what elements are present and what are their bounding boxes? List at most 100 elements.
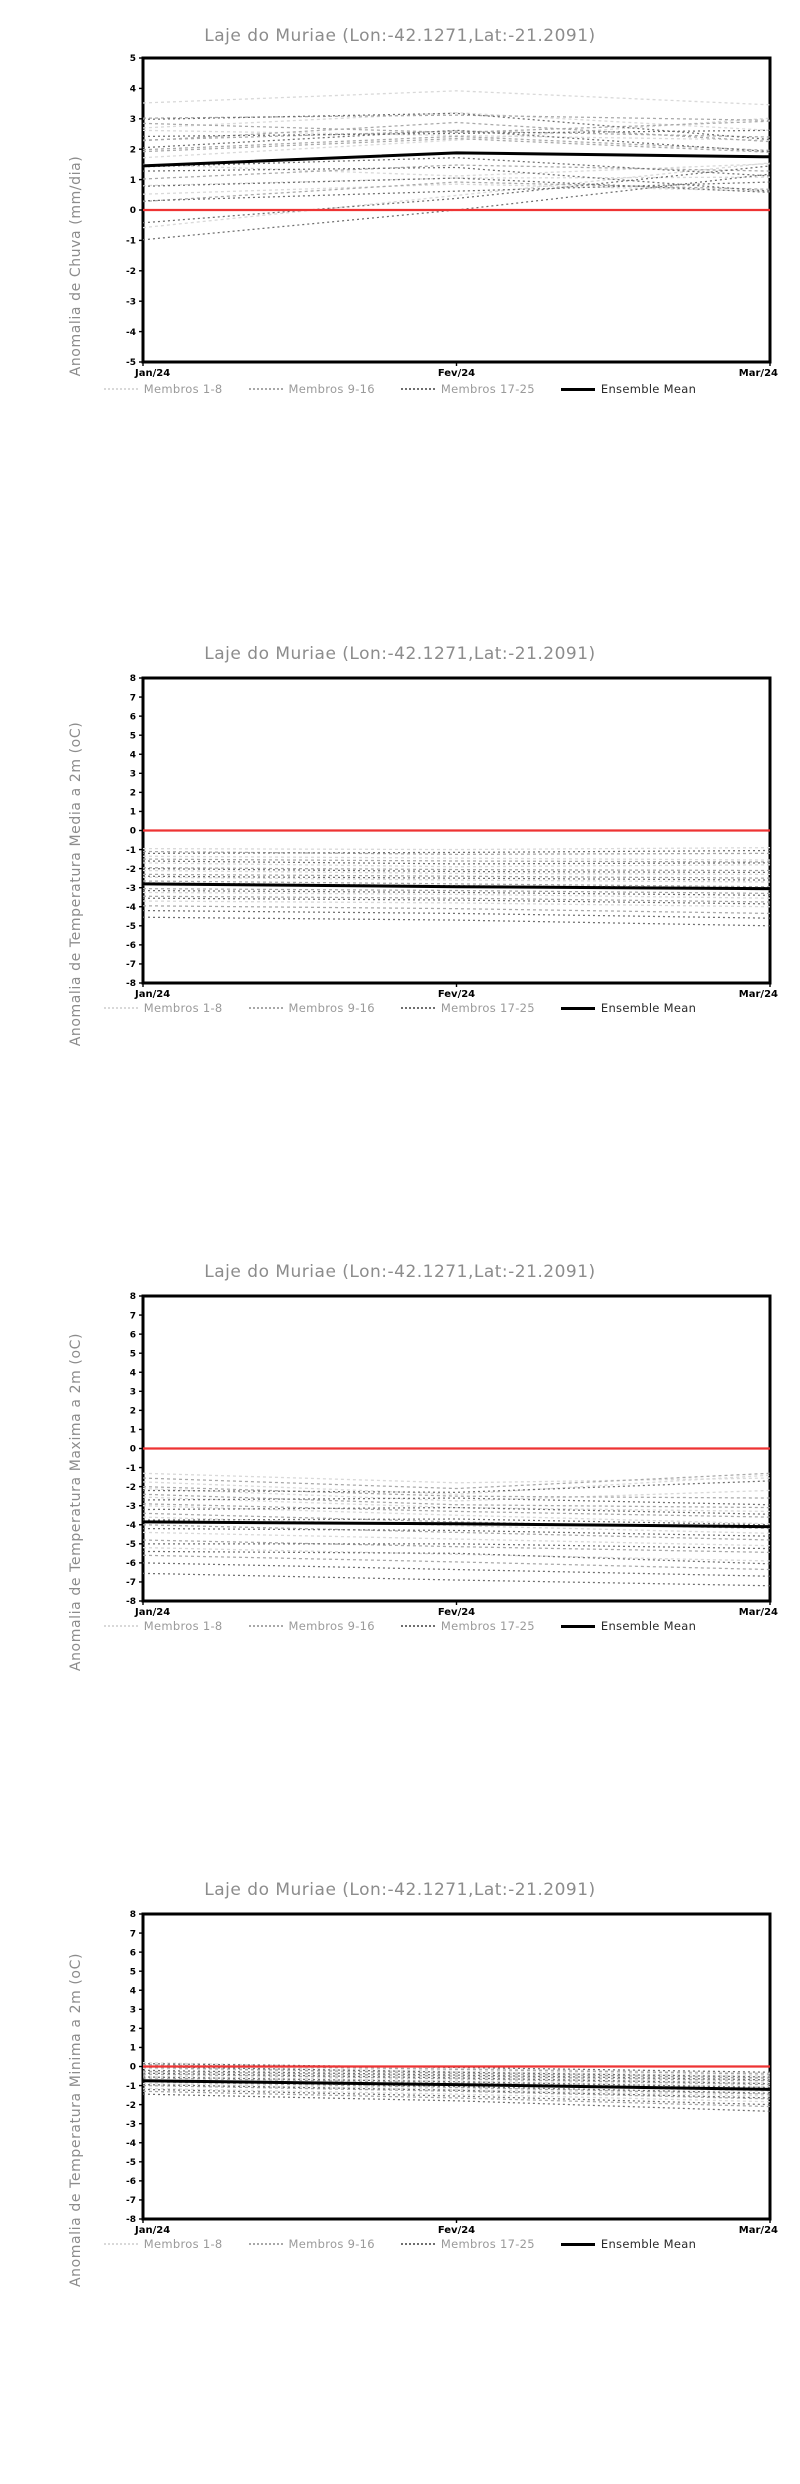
y-tick-label: -4 [126, 903, 136, 913]
legend-label: Membros 1-8 [143, 2237, 223, 2251]
legend-swatch-icon [103, 1007, 138, 1009]
chart-legend: Membros 1-8 Membros 9-16 Membros 17-25 Ense… [0, 382, 800, 396]
y-tick-label: -7 [126, 2196, 136, 2206]
member-series-line [142, 862, 771, 868]
chart-panel: Laje do Muriae (Lon:-42.1271,Lat:-21.209… [0, 1854, 800, 2472]
plot-area: -8 -7 -6 -5 -4 -3 -2 -1 0 1 2 3 4 5 6 7 8 Jan/24 Fev/24 Mar… [126, 674, 778, 1000]
legend-label: Membros 17-25 [440, 1619, 535, 1633]
legend-item[interactable]: Membros 9-16 [248, 1001, 375, 1015]
y-tick-label: -5 [126, 1540, 136, 1550]
legend-item[interactable]: Membros 17-25 [400, 382, 535, 396]
member-series-line [142, 1505, 771, 1525]
y-tick-label: 0 [130, 827, 136, 837]
legend-swatch-icon [560, 1006, 595, 1010]
ensemble-mean-line [142, 2079, 771, 2091]
legend-label: Membros 1-8 [143, 1001, 223, 1015]
y-tick-label: -1 [126, 2082, 136, 2092]
legend-swatch-icon [248, 2243, 283, 2245]
member-series-line [142, 137, 771, 153]
member-series-line [142, 1472, 771, 1484]
ensemble-mean-line [142, 1520, 771, 1529]
legend-item[interactable]: Membros 9-16 [248, 382, 375, 396]
chart-legend: Membros 1-8 Membros 9-16 Membros 17-25 Ense… [0, 2237, 800, 2251]
legend-item[interactable]: Membros 1-8 [103, 1619, 223, 1633]
x-tick-label: Fev/24 [438, 2225, 475, 2236]
legend-item[interactable]: Membros 1-8 [103, 1001, 223, 1015]
legend-item[interactable]: Membros 1-8 [103, 2237, 223, 2251]
legend-item[interactable]: Ensemble Mean [560, 382, 696, 396]
member-series-line [142, 1546, 771, 1562]
chart-title: Laje do Muriae (Lon:-42.1271,Lat:-21.209… [204, 26, 596, 46]
y-tick-label: 4 [130, 1986, 136, 1996]
legend-swatch-icon [103, 2243, 138, 2245]
legend-item[interactable]: Membros 17-25 [400, 1001, 535, 1015]
member-series-line [142, 2066, 771, 2079]
legend-item[interactable]: Membros 1-8 [103, 382, 223, 396]
member-series-line [142, 855, 771, 861]
legend-item[interactable]: Membros 17-25 [400, 2237, 535, 2251]
x-tick-label: Fev/24 [438, 368, 475, 379]
member-series-line [142, 1531, 771, 1547]
x-tick-label: Fev/24 [438, 1607, 475, 1618]
legend-swatch-icon [400, 1007, 435, 1009]
legend-label: Membros 1-8 [143, 382, 223, 396]
legend-item[interactable]: Membros 9-16 [248, 2237, 375, 2251]
chart-title: Laje do Muriae (Lon:-42.1271,Lat:-21.209… [204, 1880, 596, 1900]
y-tick-label: 1 [130, 176, 136, 186]
y-tick-label: 7 [130, 1929, 136, 1939]
chart-title: Laje do Muriae (Lon:-42.1271,Lat:-21.209… [204, 644, 596, 664]
y-tick-label: -2 [126, 2101, 136, 2111]
y-tick-label: 0 [130, 2063, 136, 2073]
member-series-line [142, 895, 771, 903]
y-tick-label: 5 [130, 1349, 136, 1359]
member-series-line [142, 173, 771, 241]
y-tick-label: 8 [130, 1910, 136, 1920]
x-tick-label: Jan/24 [134, 1607, 170, 1618]
legend-swatch-icon [400, 388, 435, 390]
member-series-line [142, 1539, 771, 1554]
legend-item[interactable]: Ensemble Mean [560, 2237, 696, 2251]
y-tick-label: -3 [126, 2120, 136, 2130]
legend-swatch-icon [248, 1007, 283, 1009]
legend-swatch-icon [103, 388, 138, 390]
legend-item[interactable]: Ensemble Mean [560, 1619, 696, 1633]
y-tick-label: 8 [130, 674, 136, 684]
member-series-line [142, 905, 771, 915]
y-tick-label: -1 [126, 1464, 136, 1474]
y-tick-label: -8 [126, 1597, 136, 1607]
chart-legend: Membros 1-8 Membros 9-16 Membros 17-25 Ense… [0, 1001, 800, 1015]
member-series-line [142, 2087, 771, 2103]
legend-label: Membros 9-16 [288, 1619, 375, 1633]
y-tick-label: -2 [126, 865, 136, 875]
y-tick-label: 2 [130, 145, 136, 155]
y-tick-label: -6 [126, 1559, 136, 1569]
member-series-line [142, 90, 771, 106]
member-series-line [142, 2067, 771, 2080]
y-tick-label: -4 [126, 2139, 136, 2149]
x-tick-label: Jan/24 [134, 989, 170, 1000]
legend-label: Membros 1-8 [143, 1619, 223, 1633]
member-series-line [142, 869, 771, 875]
y-tick-label: -2 [126, 1483, 136, 1493]
x-tick-label: Mar/24 [739, 989, 778, 1000]
legend-label: Membros 17-25 [440, 1001, 535, 1015]
legend-item[interactable]: Membros 9-16 [248, 1619, 375, 1633]
x-tick-label: Mar/24 [739, 2225, 778, 2236]
legend-swatch-icon [248, 388, 283, 390]
member-series-line [142, 2083, 771, 2097]
chart-panel: Laje do Muriae (Lon:-42.1271,Lat:-21.209… [0, 618, 800, 1236]
member-series-line [142, 181, 771, 203]
chart-legend: Membros 1-8 Membros 9-16 Membros 17-25 Ense… [0, 1619, 800, 1633]
y-tick-label: 6 [130, 1948, 136, 1958]
y-tick-label: -6 [126, 941, 136, 951]
legend-item[interactable]: Ensemble Mean [560, 1001, 696, 1015]
legend-swatch-icon [400, 2243, 435, 2245]
member-series-line [142, 1493, 771, 1509]
legend-label: Membros 17-25 [440, 2237, 535, 2251]
plot-area: -5 -4 -3 -2 -1 0 1 2 3 4 5 Jan/24 Fev/24 Mar/24 [126, 54, 778, 379]
y-tick-label: 5 [130, 54, 136, 64]
member-series-line [142, 2090, 771, 2108]
legend-item[interactable]: Membros 17-25 [400, 1619, 535, 1633]
y-tick-label: 0 [130, 1445, 136, 1455]
